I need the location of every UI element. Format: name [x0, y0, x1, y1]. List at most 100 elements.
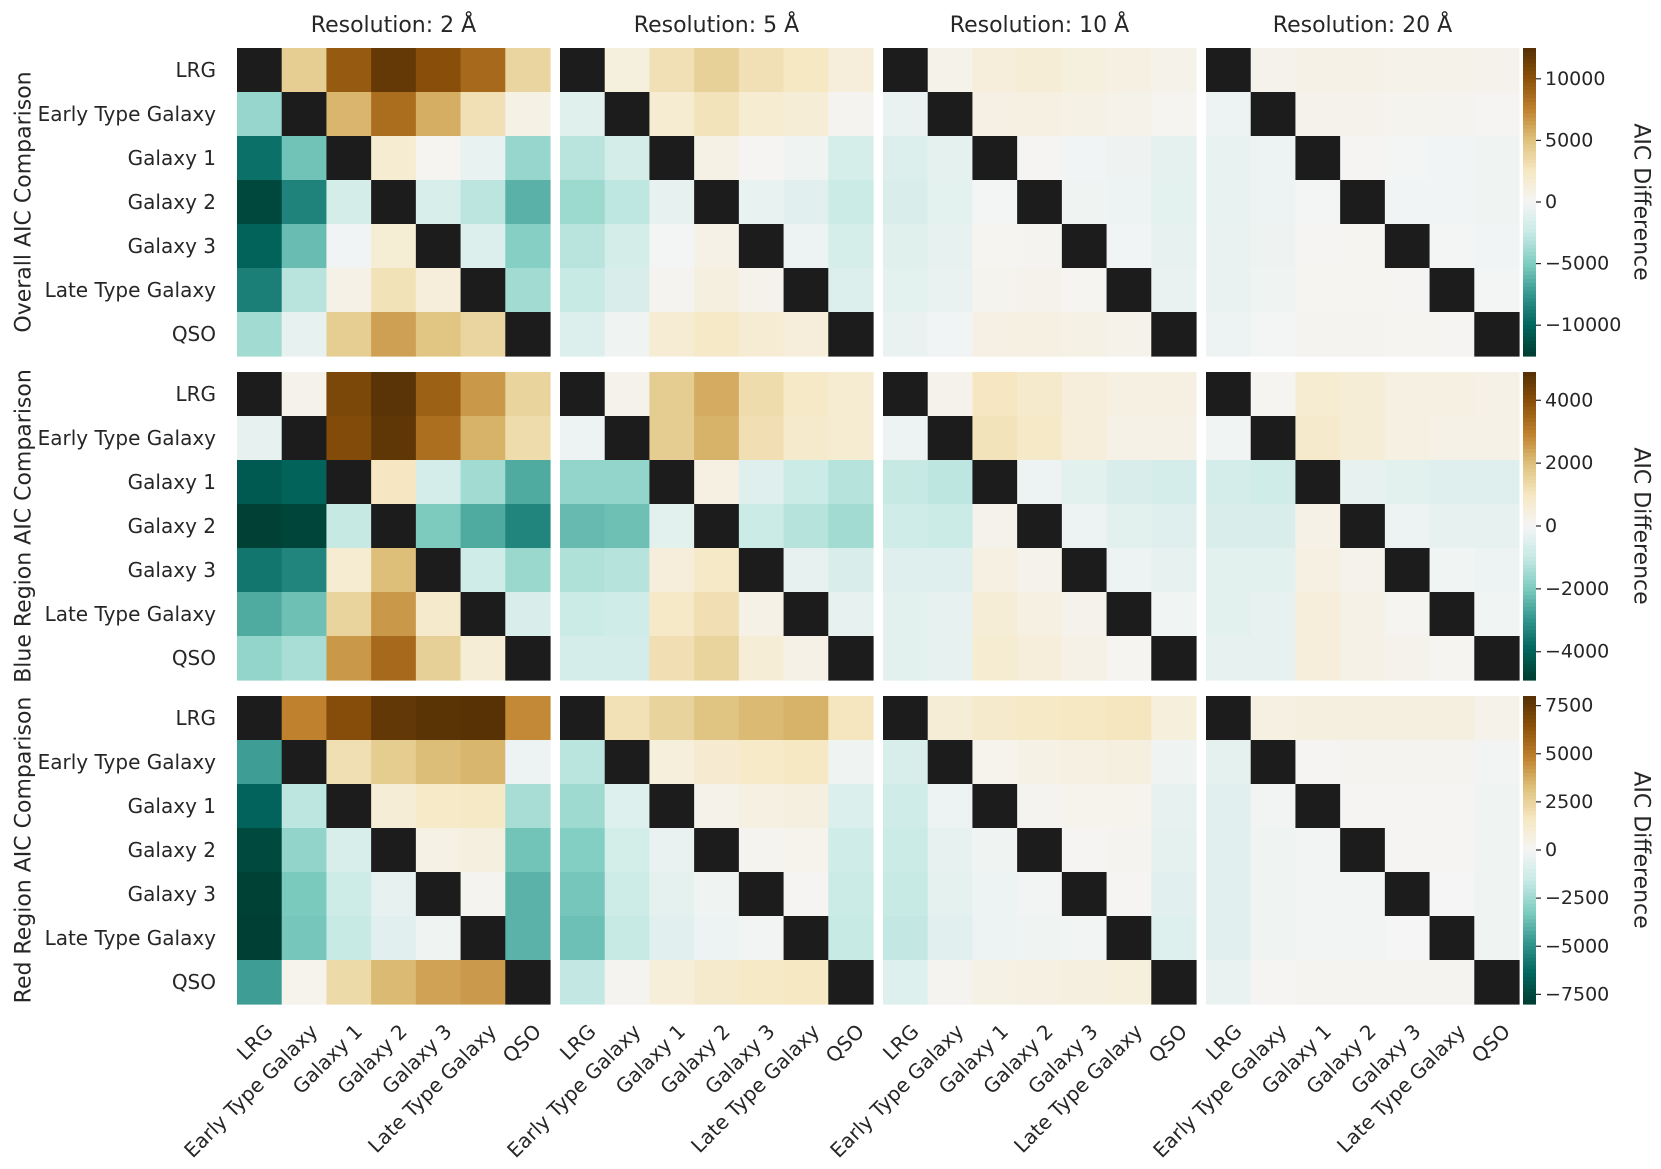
heatmap-cell — [1295, 548, 1341, 593]
heatmap-cell — [738, 592, 785, 637]
heatmap-cell — [828, 180, 874, 225]
colorbar-segment — [1523, 746, 1536, 751]
heatmap-cell — [281, 372, 328, 417]
heatmap-cell — [1340, 916, 1386, 961]
heatmap-cell — [783, 828, 829, 873]
heatmap-panel — [1206, 372, 1520, 681]
colorbar-segment — [1523, 221, 1536, 226]
colorbar-segment — [1523, 144, 1536, 149]
colorbar-segment — [1523, 418, 1536, 423]
colorbar-segment — [1523, 645, 1536, 650]
heatmap-cell — [738, 416, 785, 461]
heatmap-cell — [1474, 372, 1520, 417]
heatmap-cell — [783, 372, 829, 417]
heatmap-cell — [1384, 636, 1431, 681]
colorbar-segment — [1523, 529, 1536, 535]
heatmap-cell — [371, 268, 417, 313]
colorbar-segment — [1523, 942, 1536, 947]
colorbar-segment — [1523, 148, 1536, 153]
colorbar-segment — [1523, 198, 1536, 203]
heatmap-cell — [326, 636, 372, 681]
heatmap-cell — [1295, 92, 1341, 137]
heatmap-cell — [1340, 592, 1386, 637]
colorbar-segment — [1523, 749, 1536, 755]
colorbar-segment — [1523, 583, 1536, 589]
heatmap-cell — [415, 48, 462, 93]
heatmap-cell-diagonal — [281, 92, 328, 137]
colorbar-segment — [1523, 59, 1536, 64]
heatmap-cell — [604, 636, 651, 681]
heatmap-cell — [1206, 92, 1252, 137]
heatmap-cell — [326, 592, 372, 637]
heatmap-cell — [1384, 92, 1431, 137]
colorbar-segment — [1523, 317, 1536, 322]
colorbar-segment — [1523, 414, 1536, 419]
heatmap-cell — [783, 224, 829, 269]
colorbar-segment — [1523, 823, 1536, 828]
heatmap-cell — [649, 372, 695, 417]
heatmap-cell — [1106, 784, 1152, 829]
heatmap-cell — [604, 136, 651, 181]
heatmap-cell — [1384, 312, 1431, 357]
heatmap-cell — [1250, 224, 1297, 269]
heatmap-cell — [972, 828, 1018, 873]
heatmap-cell — [828, 460, 874, 505]
heatmap-cell — [415, 268, 462, 313]
heatmap-cell — [1250, 916, 1297, 961]
heatmap-cell — [237, 460, 283, 505]
colorbar-segment — [1523, 780, 1536, 786]
heatmap-cell — [1429, 784, 1475, 829]
colorbar-segment — [1523, 379, 1536, 385]
heatmap-cell — [1340, 224, 1386, 269]
colorbar-segment — [1523, 726, 1536, 732]
colorbar-segment — [1523, 78, 1536, 84]
heatmap-cell — [972, 504, 1018, 549]
colorbar-segment — [1523, 564, 1536, 569]
heatmap-cell-diagonal — [1106, 592, 1152, 637]
colorbar-segment — [1523, 930, 1536, 936]
heatmap-cell-diagonal — [783, 916, 829, 961]
heatmap-cell-diagonal — [649, 460, 695, 505]
heatmap-cell — [1061, 784, 1108, 829]
heatmap-cell-diagonal — [1106, 268, 1152, 313]
heatmap-cell — [1474, 224, 1520, 269]
heatmap-cell — [1474, 180, 1520, 225]
heatmap-cell — [1474, 828, 1520, 873]
colorbar-segment — [1523, 676, 1536, 681]
heatmap-cell — [281, 504, 328, 549]
heatmap-cell-diagonal — [505, 636, 551, 681]
column-title: Resolution: 2 Å — [311, 11, 476, 38]
heatmap-cell — [281, 180, 328, 225]
colorbar-segment — [1523, 923, 1536, 928]
heatmap-cell — [1061, 504, 1108, 549]
colorbar-segment — [1523, 340, 1536, 346]
heatmap-cell — [281, 828, 328, 873]
colorbar-segment — [1523, 155, 1536, 161]
heatmap-cell — [1206, 180, 1252, 225]
colorbar-segment — [1523, 433, 1536, 439]
heatmap-cell-diagonal — [237, 372, 283, 417]
heatmap-cell — [828, 828, 874, 873]
heatmap-cell — [1206, 916, 1252, 961]
heatmap-cell — [460, 828, 506, 873]
colorbar-segment — [1523, 464, 1536, 469]
heatmap-cell — [560, 460, 606, 505]
heatmap-cell-diagonal — [237, 48, 283, 93]
colorbar-segment — [1523, 742, 1536, 747]
heatmap-cell-diagonal — [604, 416, 651, 461]
heatmap-cell — [1061, 828, 1108, 873]
heatmap-cell-diagonal — [828, 960, 874, 1005]
row-title: Blue Region AIC Comparison — [12, 369, 37, 683]
heatmap-cell — [1384, 740, 1431, 785]
heatmap-cell — [972, 224, 1018, 269]
heatmap-cell — [1295, 872, 1341, 917]
heatmap-cell — [1295, 960, 1341, 1005]
heatmap-cell — [1474, 592, 1520, 637]
heatmap-cell-diagonal — [1017, 828, 1063, 873]
colorbar-segment — [1523, 618, 1536, 623]
heatmap-cell — [237, 872, 283, 917]
colorbar-segment — [1523, 711, 1536, 716]
heatmap-cell — [738, 740, 785, 785]
heatmap-cell — [604, 784, 651, 829]
colorbar-segment — [1523, 290, 1536, 295]
